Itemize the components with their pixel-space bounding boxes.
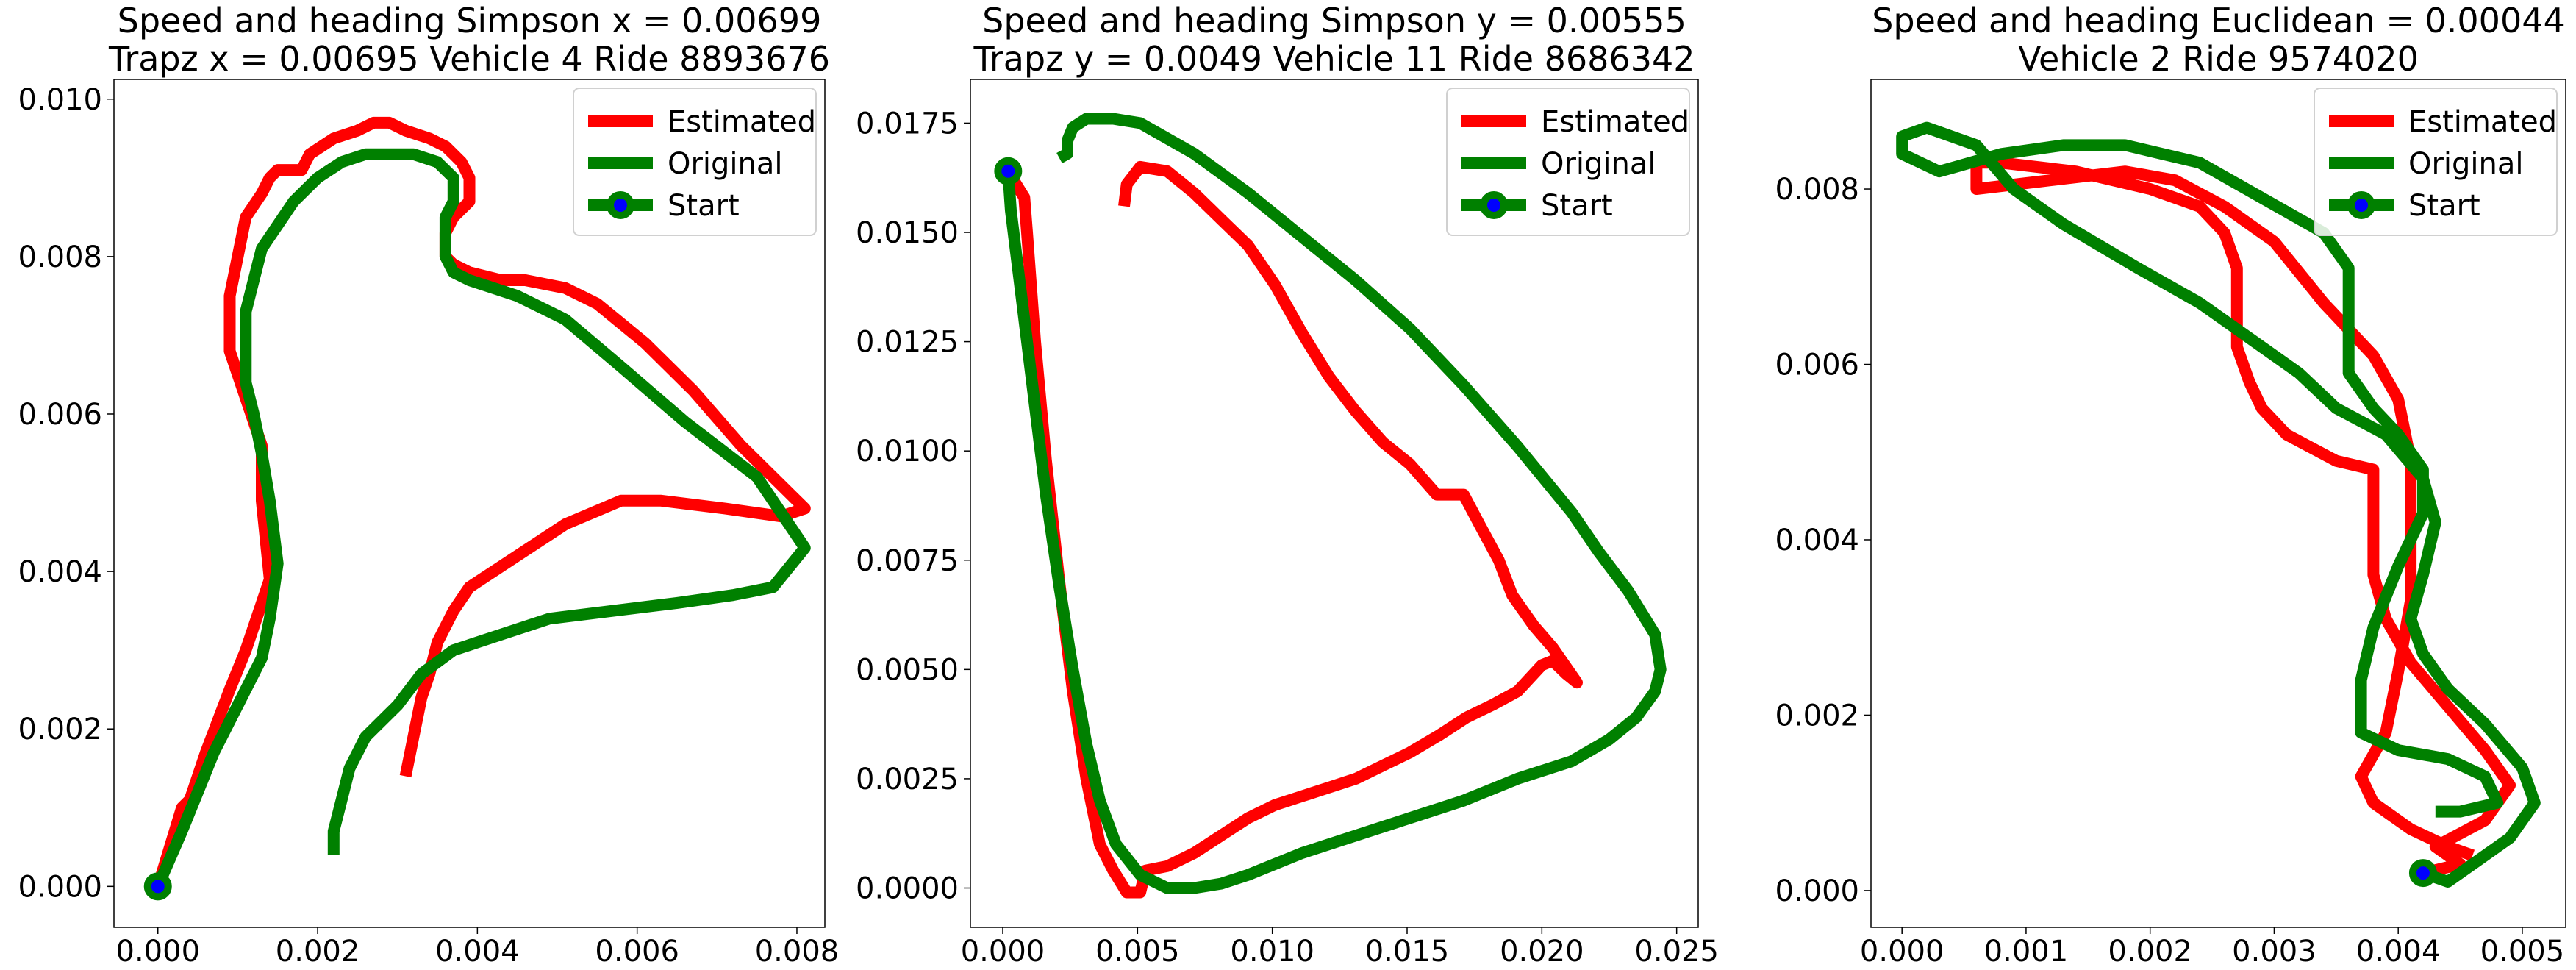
- series-line-original: [1002, 113, 1667, 894]
- x-tick-label: 0.025: [1634, 935, 1719, 969]
- axes-frame: [970, 79, 1699, 928]
- y-tick-label: 0.008: [1775, 173, 1859, 207]
- legend-label-original: Original: [1541, 147, 1656, 181]
- x-tick-label: 0.001: [1984, 935, 2069, 969]
- y-tick-label: 0.0125: [856, 326, 959, 360]
- y-tick-label: 0.010: [18, 83, 102, 117]
- legend: Estimated Original Start: [1446, 88, 1690, 236]
- y-tick-label: 0.0175: [856, 107, 959, 140]
- y-tick-label: 0.000: [1775, 874, 1859, 908]
- y-tick-label: 0.002: [18, 713, 102, 746]
- start-marker: [994, 157, 1023, 185]
- legend-start-marker: [2347, 191, 2375, 219]
- x-tick-label: 0.000: [116, 935, 201, 969]
- plot-area: [143, 116, 811, 901]
- legend-label-start: Start: [2408, 189, 2480, 223]
- start-marker: [2408, 859, 2437, 888]
- series-line-estimated: [1970, 157, 2516, 879]
- legend-label-original: Original: [668, 147, 783, 181]
- legend-label-estimated: Estimated: [1541, 105, 1689, 139]
- x-tick-label: 0.002: [276, 935, 360, 969]
- x-tick-label: 0.008: [755, 935, 840, 969]
- y-tick-label: 0.0050: [856, 653, 959, 687]
- x-tick-label: 0.006: [595, 935, 679, 969]
- axes-frame: [113, 79, 826, 928]
- charts-root: 0.000 0.002 0.004 0.006 0.008 0.000 0.002 0.004…: [18, 1, 2566, 969]
- x-tick-label: 0.005: [1095, 935, 1180, 969]
- y-tick-label: 0.0075: [856, 544, 959, 578]
- y-tick-label: 0.0025: [856, 763, 959, 796]
- start-marker: [143, 872, 172, 901]
- x-tick-label: 0.004: [2356, 935, 2441, 969]
- x-tick-label: 0.005: [2480, 935, 2565, 969]
- y-tick-label: 0.004: [18, 555, 102, 589]
- x-tick-label: 0.003: [2232, 935, 2316, 969]
- plot-area: [1896, 121, 2541, 888]
- legend-label-estimated: Estimated: [668, 105, 816, 139]
- x-tick-label: 0.000: [961, 935, 1045, 969]
- x-tick-label: 0.002: [2108, 935, 2192, 969]
- legend: Estimated Original Start: [573, 88, 817, 236]
- chart-1: 0.000 0.002 0.004 0.006 0.008 0.000 0.002 0.004…: [18, 1, 839, 969]
- legend: Estimated Original Start: [2314, 88, 2558, 236]
- chart-title-line-2: Trapz y = 0.0049 Vehicle 11 Ride 8686342: [973, 39, 1695, 79]
- y-tick-label: 0.006: [18, 398, 102, 432]
- legend-label-start: Start: [1541, 189, 1613, 223]
- series-line-original: [1896, 121, 2541, 888]
- y-tick-label: 0.002: [1775, 699, 1859, 732]
- x-tick-label: 0.015: [1365, 935, 1450, 969]
- chart-title-line-2: Trapz x = 0.00695 Vehicle 4 Ride 8893676: [108, 39, 830, 79]
- x-tick-label: 0.000: [1860, 935, 1944, 969]
- legend-start-marker: [607, 191, 634, 219]
- y-tick-label: 0.008: [18, 240, 102, 274]
- x-tick-label: 0.010: [1230, 935, 1314, 969]
- y-tick-label: 0.0150: [856, 216, 959, 250]
- y-tick-label: 0.0100: [856, 435, 959, 468]
- chart-2: 0.000 0.005 0.010 0.015 0.020 0.025 0.0000 0.00…: [856, 1, 1719, 969]
- x-tick-label: 0.004: [435, 935, 520, 969]
- chart-title-line-1: Speed and heading Simpson x = 0.00699: [118, 1, 822, 40]
- y-tick-label: 0.000: [18, 870, 102, 904]
- legend-label-original: Original: [2408, 147, 2524, 181]
- series-line-estimated: [1003, 160, 1583, 899]
- axes-frame: [1870, 79, 2566, 928]
- legend-start-marker: [1480, 191, 1508, 219]
- chart-3: 0.000 0.001 0.002 0.003 0.004 0.005 0.000 0.002…: [1775, 1, 2566, 969]
- y-tick-label: 0.006: [1775, 349, 1859, 382]
- legend-label-estimated: Estimated: [2408, 105, 2557, 139]
- x-tick-label: 0.020: [1500, 935, 1584, 969]
- y-tick-label: 0.0000: [856, 872, 959, 906]
- legend-label-start: Start: [668, 189, 740, 223]
- plot-area: [994, 113, 1667, 899]
- chart-title-line-1: Speed and heading Simpson y = 0.00555: [982, 1, 1686, 40]
- chart-title-line-2: Vehicle 2 Ride 9574020: [2018, 39, 2419, 79]
- series-line-estimated: [152, 116, 811, 888]
- chart-title-line-1: Speed and heading Euclidean = 0.00044: [1872, 1, 2565, 40]
- series-line-original: [152, 148, 811, 889]
- y-tick-label: 0.004: [1775, 524, 1859, 557]
